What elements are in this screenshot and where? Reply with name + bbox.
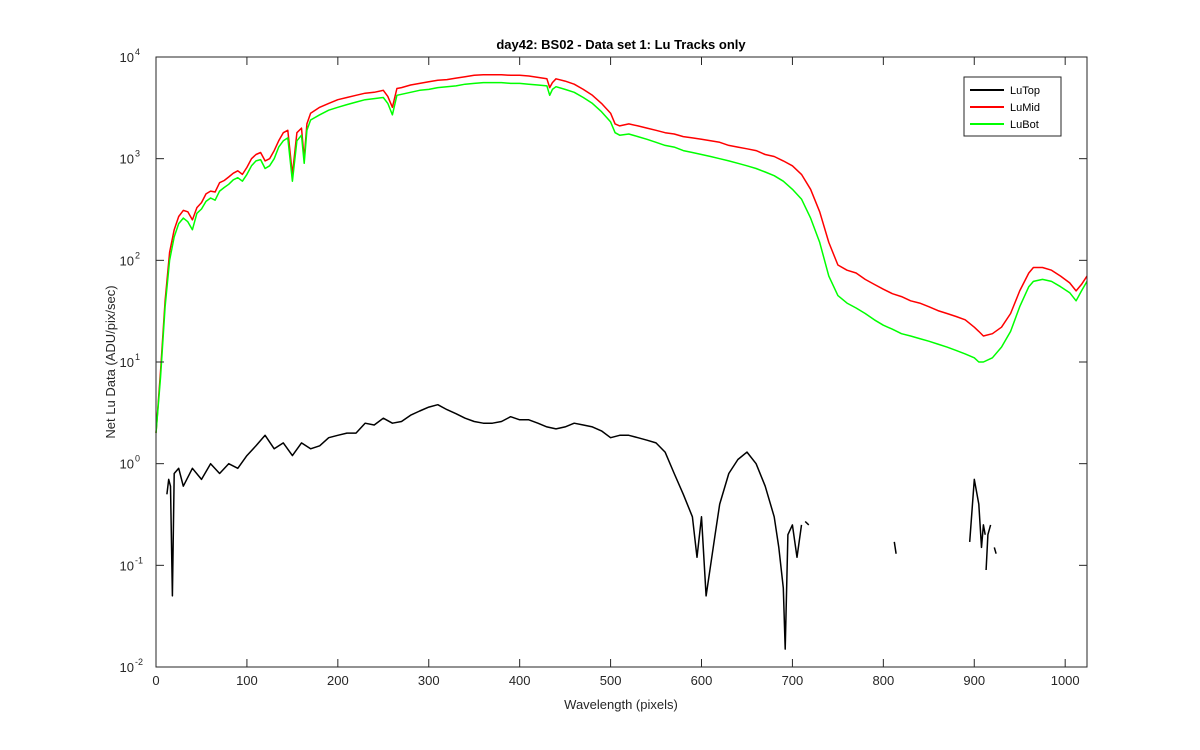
x-tick-label: 700 — [782, 673, 804, 688]
series-line-LuTop-5 — [993, 547, 997, 554]
x-tick-label: 300 — [418, 673, 440, 688]
y-axis-label: Net Lu Data (ADU/pix/sec) — [103, 285, 118, 438]
y-tick-exponent: 0 — [135, 454, 140, 464]
series-line-LuTop-4 — [985, 524, 992, 571]
y-tick-exponent: 1 — [135, 352, 140, 362]
y-tick-label: 10 — [120, 355, 134, 370]
x-tick-label: 100 — [236, 673, 258, 688]
x-axis-ticks: 0 100 200 300 400 500 600 700 800 900 1000 — [152, 57, 1080, 688]
series-layer — [155, 73, 1088, 650]
y-tick-label: 10 — [120, 457, 134, 472]
chart-title: day42: BS02 - Data set 1: Lu Tracks only — [496, 37, 746, 52]
series-LuMid — [155, 73, 1088, 434]
x-tick-label: 500 — [600, 673, 622, 688]
x-tick-label: 200 — [327, 673, 349, 688]
legend-label-LuBot: LuBot — [1010, 119, 1039, 131]
series-line-LuTop-0 — [166, 403, 803, 650]
y-tick-exponent: 4 — [135, 47, 140, 57]
x-tick-label: 1000 — [1051, 673, 1080, 688]
y-tick-label: 10 — [120, 50, 134, 65]
y-tick-label: 10 — [120, 253, 134, 268]
x-tick-label: 400 — [509, 673, 531, 688]
y-tick-exponent: 3 — [135, 149, 140, 159]
plot-area: 0 100 200 300 400 500 600 700 800 900 1000 10 -210-… — [120, 47, 1088, 688]
x-tick-label: 600 — [691, 673, 713, 688]
series-line-LuBot-0 — [155, 81, 1088, 434]
y-tick-label: 10 — [120, 660, 134, 675]
x-tick-label: 800 — [872, 673, 894, 688]
series-line-LuMid-0 — [155, 73, 1088, 434]
plot-background — [156, 57, 1087, 667]
x-tick-label: 0 — [152, 673, 159, 688]
x-axis-label: Wavelength (pixels) — [564, 697, 678, 712]
y-tick-label: 10 — [120, 558, 134, 573]
legend: LuTop LuMid LuBot — [963, 76, 1062, 137]
y-tick-exponent: -2 — [135, 657, 143, 667]
legend-label-LuMid: LuMid — [1010, 102, 1040, 114]
series-line-LuTop-2 — [893, 541, 897, 554]
series-line-LuTop-3 — [968, 478, 986, 549]
series-LuTop — [166, 403, 997, 650]
y-tick-exponent: 2 — [135, 250, 140, 260]
y-tick-exponent: -1 — [135, 555, 143, 565]
y-tick-label: 10 — [120, 152, 134, 167]
legend-label-LuTop: LuTop — [1010, 85, 1040, 97]
series-LuBot — [155, 81, 1088, 434]
x-tick-label: 900 — [963, 673, 985, 688]
series-line-LuTop-1 — [804, 520, 810, 526]
